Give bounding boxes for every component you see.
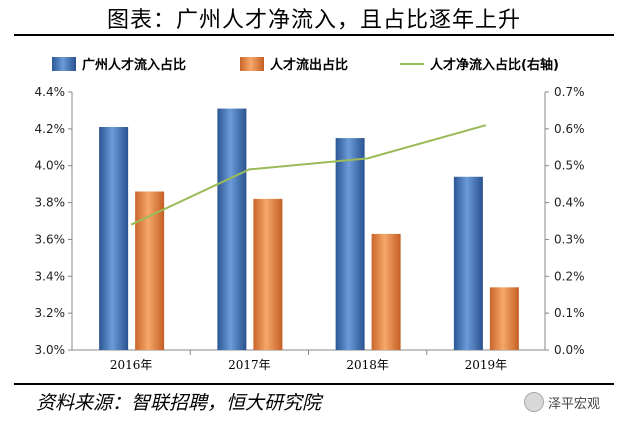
inflow-bar [335,138,365,350]
left-tick-label: 4.4% [35,85,66,99]
outflow-bar [489,287,519,350]
source-note: 资料来源：智联招聘，恒大研究院 [36,392,322,414]
right-tick-label: 0.6% [554,122,585,136]
top-rule [14,34,614,36]
left-tick-label: 4.2% [35,122,66,136]
inflow-bar [99,127,129,350]
labels: 3.0% 3.2% 3.4% 3.6% 3.8% 4.0% 4.2% 4.4% 0.0% 0.1%… [35,85,585,372]
right-tick-label: 0.4% [554,196,585,210]
legend: 广州人才流入占比 人才流出占比 人才净流入占比(右轴) [52,57,559,73]
left-tick-label: 4.0% [35,159,66,173]
outflow-bar [371,233,401,350]
watermark-text: 泽平宏观 [547,396,600,412]
chart-title: 图表：广州人才净流入，且占比逐年上升 [106,8,521,33]
right-tick-label: 0.2% [554,269,585,283]
wechat-icon [523,392,544,412]
legend-inflow-swatch [52,57,76,71]
net-inflow-line [130,124,487,226]
inflow-bar [453,176,483,350]
inflow-bar [217,108,247,350]
left-tick-label: 3.4% [35,269,66,283]
legend-net-label: 人才净流入占比(右轴) [430,57,559,73]
net-inflow-polyline [130,124,487,226]
right-tick-label: 0.5% [554,159,585,173]
legend-outflow-label: 人才流出占比 [270,57,348,73]
watermark: 泽平宏观 [523,392,600,412]
right-tick-label: 0.1% [554,306,585,320]
x-tick-label: 2016年 [110,358,153,372]
left-tick-label: 3.2% [35,306,66,320]
legend-inflow-label: 广州人才流入占比 [82,57,186,73]
legend-outflow-swatch [240,57,264,71]
right-tick-label: 0.7% [554,85,585,99]
x-tick-label: 2017年 [228,358,271,372]
bottom-rule [14,383,614,385]
outflow-bar [135,191,165,350]
outflow-bar [253,198,283,350]
bars [99,108,519,350]
x-tick-label: 2019年 [465,358,508,372]
left-tick-label: 3.8% [35,196,66,210]
right-tick-label: 0.0% [554,343,585,357]
right-tick-label: 0.3% [554,232,585,246]
left-tick-label: 3.0% [35,343,66,357]
x-tick-label: 2018年 [346,358,389,372]
left-tick-label: 3.6% [35,232,66,246]
